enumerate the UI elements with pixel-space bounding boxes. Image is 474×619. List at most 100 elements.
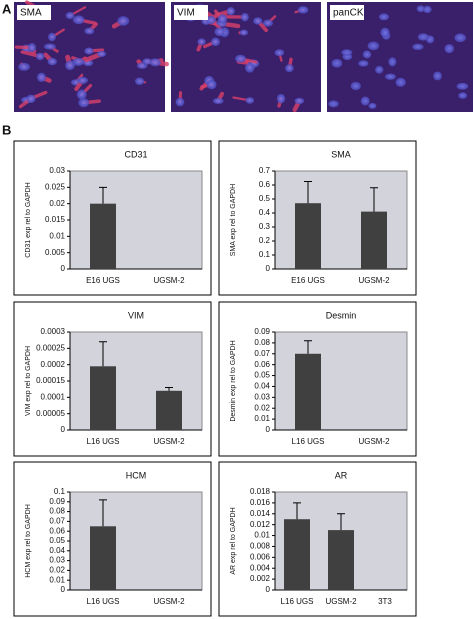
y-tick-label: 0.03 — [49, 166, 65, 175]
x-tick-label: UGSM-2 — [153, 276, 185, 285]
image-label: panCK — [333, 8, 364, 19]
nucleus — [454, 33, 466, 43]
error-bar — [304, 181, 312, 204]
nucleus — [416, 5, 425, 13]
y-tick-label: 0.016 — [250, 498, 271, 507]
nucleus — [388, 57, 397, 67]
y-tick-label: 0 — [61, 585, 66, 594]
y-tick-label: 0 — [266, 264, 271, 273]
nucleus — [217, 14, 228, 24]
plot-area — [69, 331, 203, 431]
x-tick-label: E16 UGS — [291, 276, 325, 285]
nucleus — [211, 37, 220, 47]
y-tick-label: 0.004 — [250, 563, 271, 572]
y-tick-label: 0.00025 — [36, 343, 65, 352]
nucleus — [331, 58, 343, 68]
x-tick-label: UGSM-2 — [325, 597, 357, 606]
y-tick-label: 0.5 — [259, 194, 271, 203]
bar — [90, 366, 116, 430]
chart-title: SMA — [331, 149, 351, 159]
bar — [90, 203, 116, 269]
nucleus — [72, 58, 85, 66]
chart-title: HCM — [126, 470, 147, 480]
nucleus — [395, 77, 406, 87]
bar — [156, 390, 182, 430]
y-tick-label: 0.08 — [49, 507, 65, 516]
nucleus — [433, 71, 442, 81]
label-box — [330, 5, 364, 20]
nucleus — [136, 62, 148, 69]
nucleus — [240, 12, 249, 22]
y-tick-label: 0 — [266, 425, 271, 434]
nucleus — [26, 94, 36, 103]
y-tick-label: 0.0001 — [41, 392, 66, 401]
nucleus — [175, 97, 185, 107]
nucleus — [212, 97, 224, 105]
nucleus — [149, 58, 161, 67]
nucleus — [65, 11, 75, 20]
nucleus — [294, 97, 305, 105]
nucleus — [341, 49, 353, 56]
y-tick-label: 0.07 — [254, 349, 270, 358]
nucleus — [358, 60, 369, 67]
y-tick-label: 0.04 — [254, 382, 270, 391]
x-tick-label: L16 UGS — [281, 597, 314, 606]
nucleus — [77, 76, 89, 84]
nucleus — [205, 15, 216, 25]
x-tick-label: L16 UGS — [87, 597, 120, 606]
nucleus — [253, 17, 263, 25]
nucleus — [458, 92, 468, 99]
image-label: SMA — [20, 8, 42, 19]
y-tick-label: 0.018 — [250, 487, 271, 496]
x-tick-label: UGSM-2 — [358, 437, 390, 446]
y-tick-label: 0.01 — [254, 414, 270, 423]
nucleus — [72, 15, 85, 25]
y-tick-label: 0.06 — [49, 526, 65, 535]
nucleus — [206, 79, 217, 90]
y-tick-label: 0 — [61, 425, 66, 434]
y-tick-label: 0.09 — [49, 497, 65, 506]
nucleus — [36, 52, 45, 61]
y-tick-label: 0.01 — [49, 575, 65, 584]
nucleus — [37, 72, 46, 82]
nucleus — [412, 43, 424, 51]
nucleus — [375, 65, 384, 74]
y-tick-label: 0.015 — [45, 215, 66, 224]
error-bar — [99, 499, 107, 527]
y-tick-label: 0.012 — [250, 520, 271, 529]
y-tick-label: 0.01 — [49, 231, 65, 240]
y-axis-label: VIM exp rel to GAPDH — [25, 346, 32, 416]
nucleus — [350, 81, 361, 91]
nucleus — [276, 93, 286, 104]
y-tick-label: 0 — [266, 585, 271, 594]
y-axis-label: CD31 exp rel to GAPDH — [25, 182, 32, 257]
y-tick-label: 0.02 — [254, 403, 270, 412]
nucleus — [297, 6, 309, 14]
x-tick-label: L16 UGS — [87, 437, 120, 446]
y-tick-label: 0.0003 — [41, 327, 66, 336]
nucleus — [328, 100, 339, 108]
y-tick-label: 0.08 — [254, 338, 270, 347]
nucleus — [380, 27, 390, 38]
nucleus — [360, 96, 370, 106]
y-tick-label: 0.07 — [49, 517, 65, 526]
y-tick-label: 0.04 — [49, 546, 65, 555]
y-tick-label: 0 — [61, 264, 66, 273]
x-tick-label: UGSM-2 — [358, 276, 390, 285]
image-label: VIM — [177, 8, 195, 19]
nucleus — [47, 57, 58, 66]
nucleus — [18, 62, 30, 71]
nucleus — [235, 54, 246, 63]
nucleus — [239, 29, 248, 36]
micrographs: SMA VIM panCK — [14, 0, 473, 113]
nucleus — [274, 49, 285, 57]
y-tick-label: 0.01 — [254, 531, 270, 540]
y-tick-label: 0.025 — [45, 182, 66, 191]
error-bar — [293, 502, 301, 520]
nucleus — [43, 43, 56, 50]
y-axis-label: Desmin exp rel to GAPDH — [230, 340, 237, 421]
plot-area — [69, 491, 203, 591]
error-bar — [337, 513, 345, 531]
